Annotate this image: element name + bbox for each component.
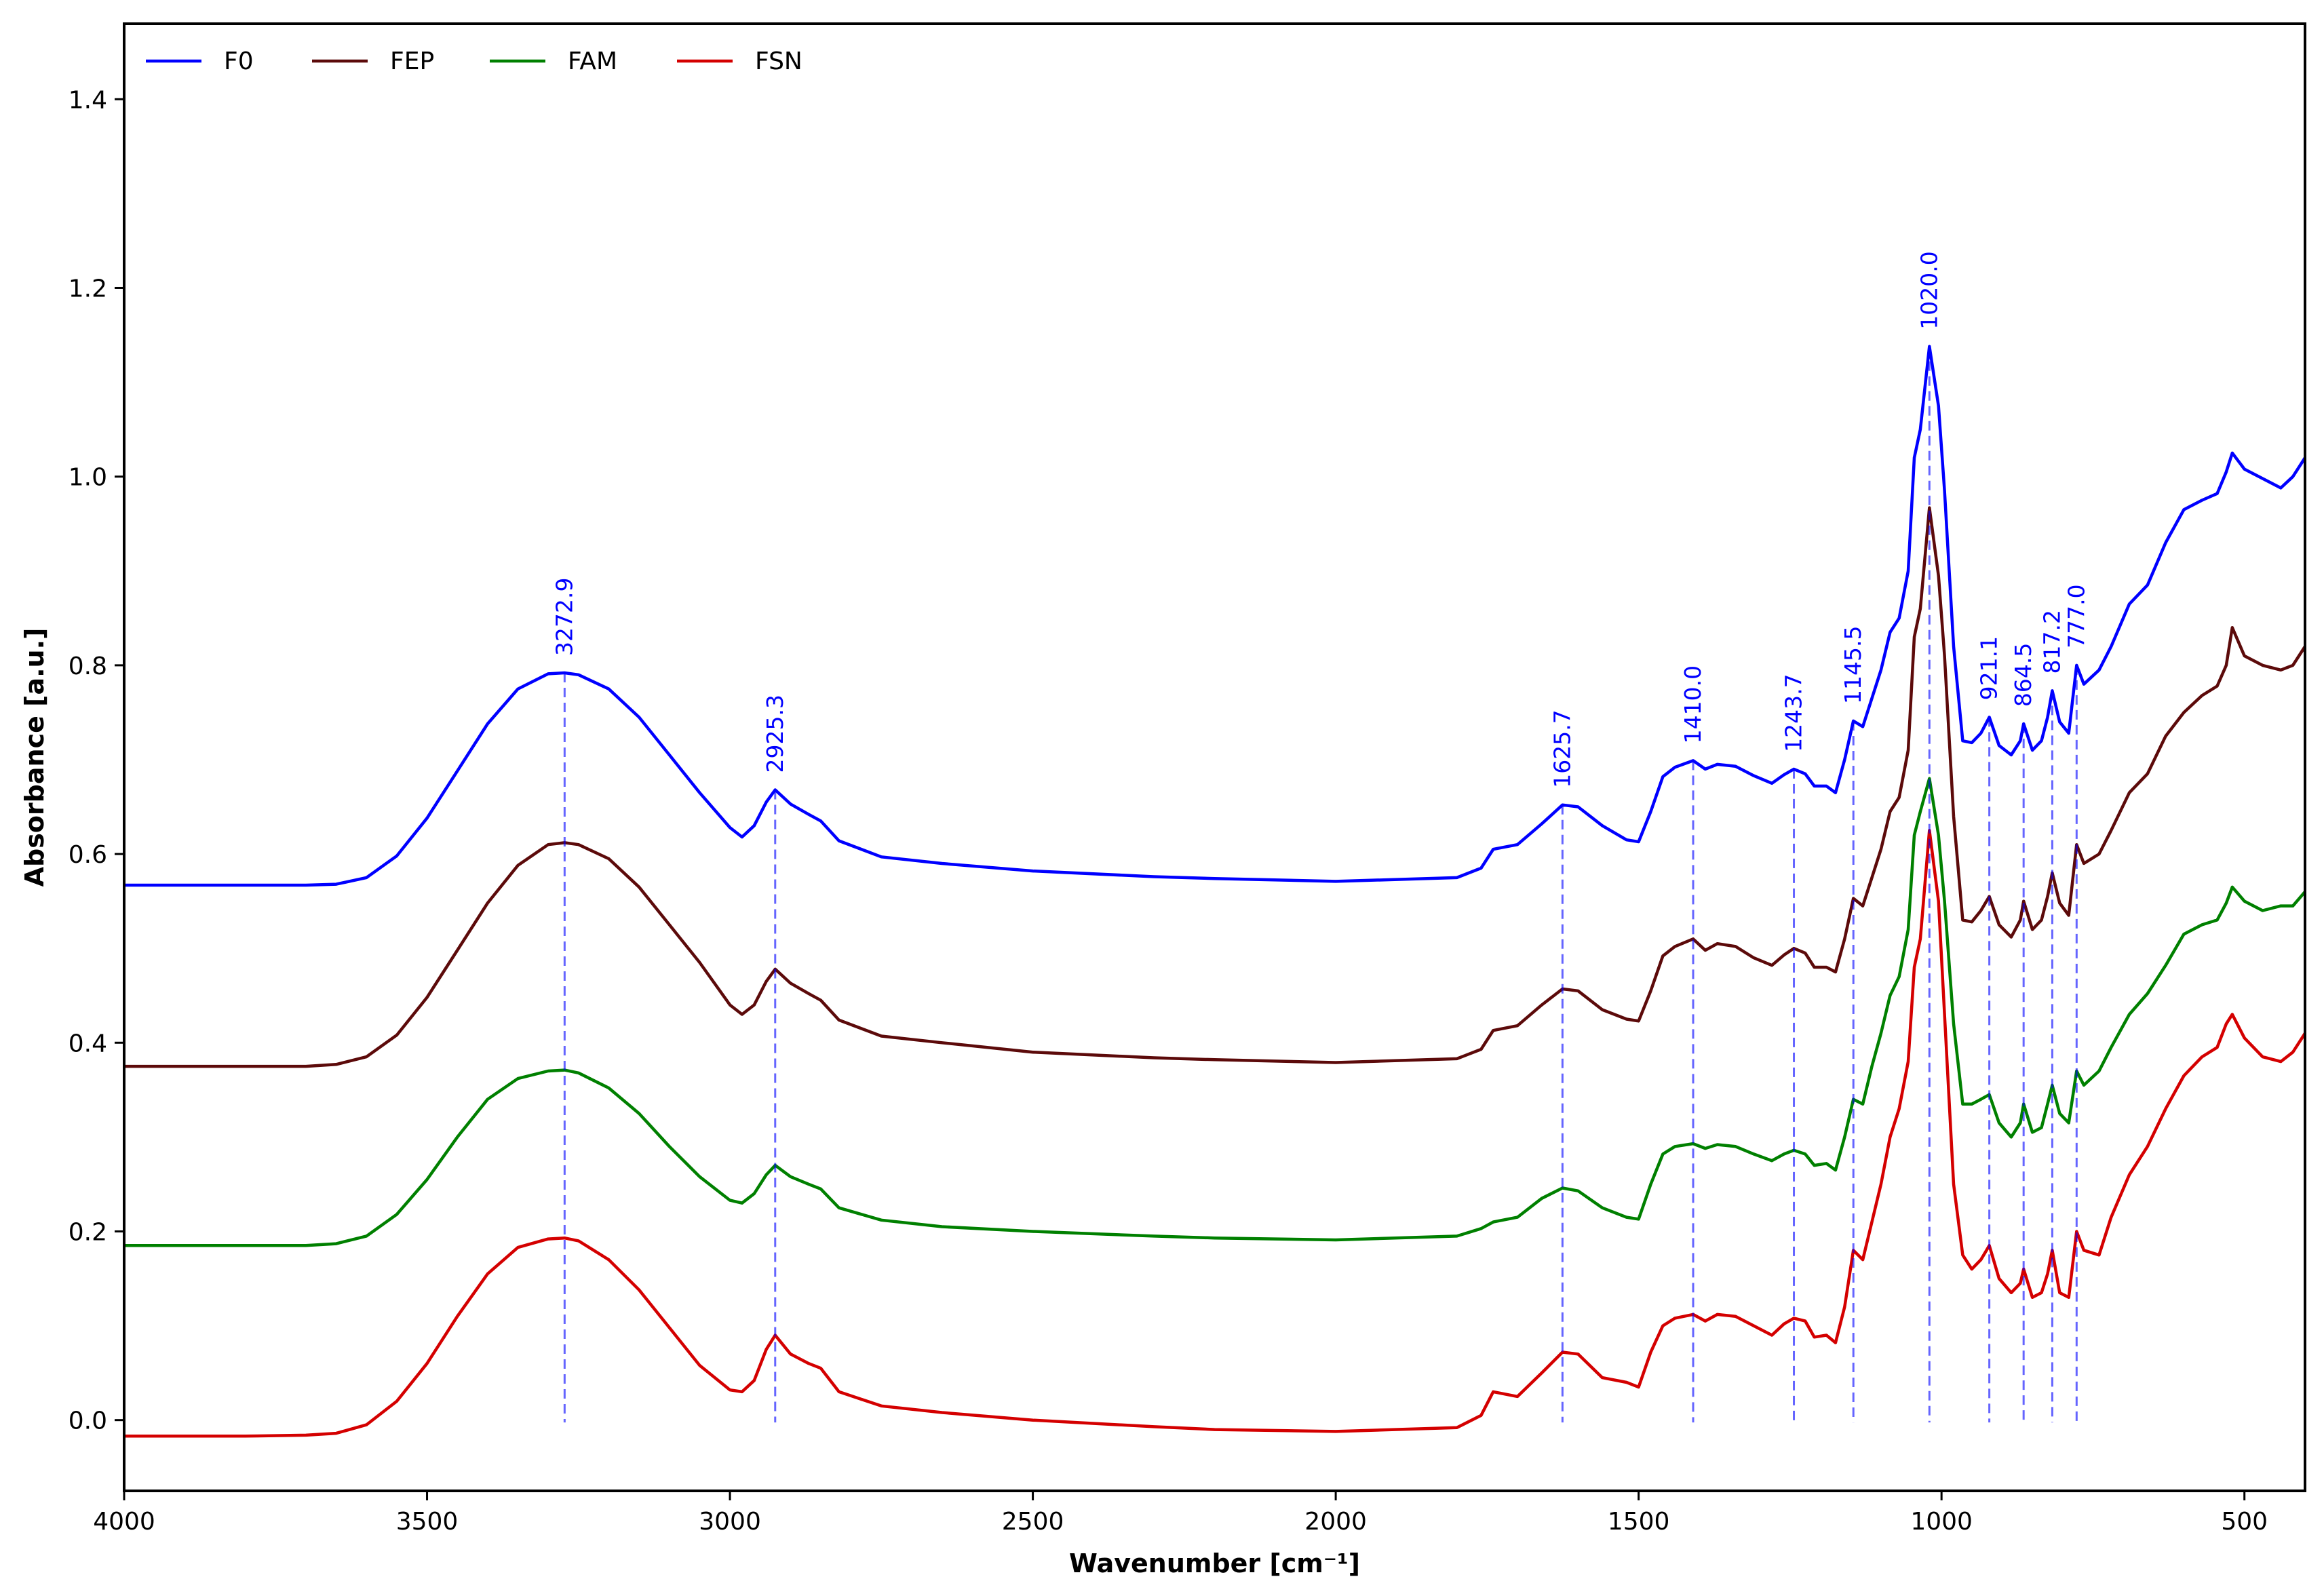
peak-label: 2925.3 — [762, 695, 788, 773]
y-axis-title: Absorbance [a.u.] — [20, 628, 50, 887]
legend-label: F0 — [224, 47, 254, 75]
series-line-fep — [124, 506, 2306, 1068]
x-tick-label: 2000 — [1304, 1508, 1367, 1536]
series-layer — [124, 345, 2306, 1438]
plot-frame — [123, 22, 2306, 1492]
peak-label: 817.2 — [2038, 610, 2065, 674]
y-tick-label: 1.4 — [69, 86, 107, 114]
x-axis-title: Wavenumber [cm⁻¹] — [1069, 1549, 1360, 1578]
y-tick-label: 0.8 — [69, 653, 107, 680]
peak-label: 1410.0 — [1680, 665, 1706, 743]
series-line-fsn — [124, 829, 2306, 1438]
legend-label: FEP — [390, 47, 434, 75]
series-line-f0 — [124, 345, 2306, 887]
peak-label: 3272.9 — [551, 578, 577, 656]
peak-label: 1625.7 — [1549, 709, 1575, 787]
y-tick-label: 1.2 — [69, 275, 107, 303]
legend: F0 FEP FAM FSN — [146, 47, 802, 75]
axes-layer: 4000 3500 3000 2500 2000 1500 1000 500 0.0 0.2 0.4… — [69, 22, 2306, 1536]
y-tick-label: 1.0 — [69, 464, 107, 492]
x-tick-label: 4000 — [93, 1508, 155, 1536]
legend-label: FAM — [568, 47, 617, 75]
y-tick-label: 0.4 — [69, 1030, 107, 1057]
y-tick-label: 0.2 — [69, 1218, 107, 1246]
series-line-fam — [124, 777, 2306, 1247]
legend-label: FSN — [755, 47, 802, 75]
x-tick-label: 1500 — [1608, 1508, 1670, 1536]
peak-label: 1145.5 — [1840, 625, 1866, 703]
x-tick-label: 500 — [2221, 1508, 2268, 1536]
peak-label: 1020.0 — [1916, 251, 1942, 329]
x-tick-label: 2500 — [1002, 1508, 1064, 1536]
y-tick-label: 0.0 — [69, 1407, 107, 1435]
x-tick-label: 1000 — [1910, 1508, 1973, 1536]
peak-label: 1243.7 — [1781, 674, 1807, 752]
peak-label: 777.0 — [2063, 584, 2089, 648]
peak-marker-layer: 3272.9 2925.3 1625.7 1410.0 1243.7 1145.5 1020… — [551, 251, 2089, 1423]
y-tick-label: 0.6 — [69, 841, 107, 869]
peak-label: 864.5 — [2010, 643, 2036, 707]
peak-label: 921.1 — [1976, 636, 2002, 700]
x-tick-label: 3500 — [396, 1508, 459, 1536]
x-tick-label: 3000 — [699, 1508, 761, 1536]
